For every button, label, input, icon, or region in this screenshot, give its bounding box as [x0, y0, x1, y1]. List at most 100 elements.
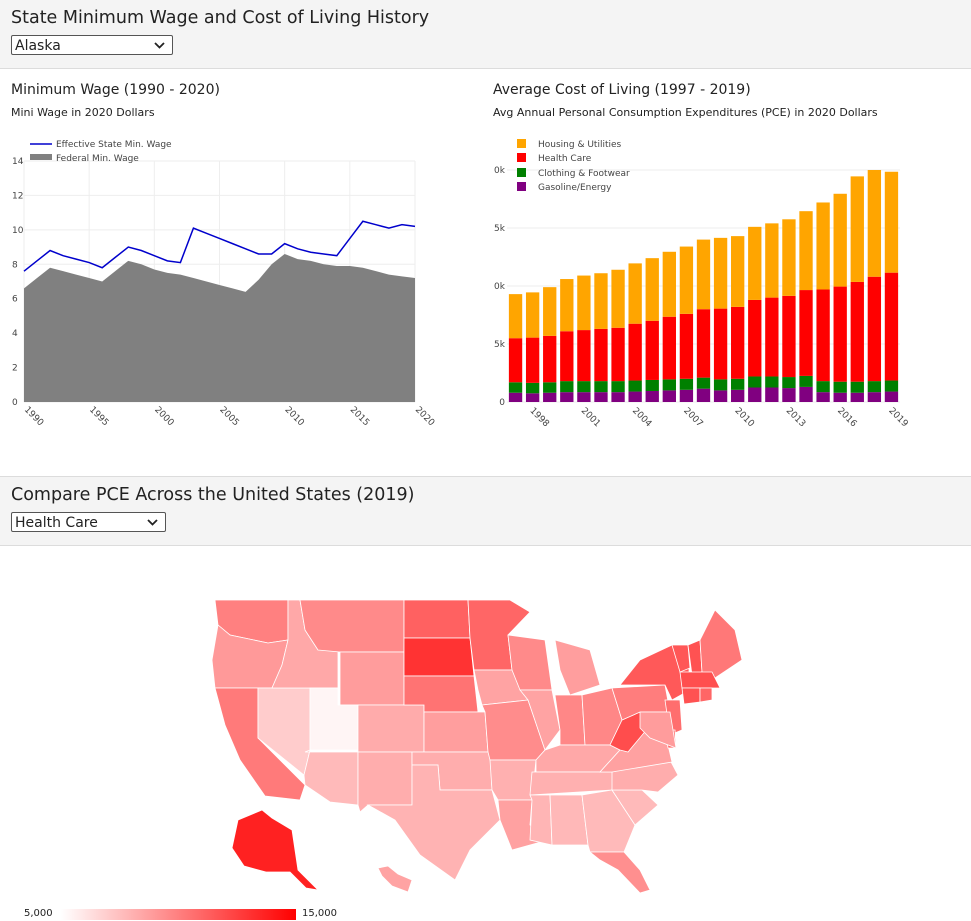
bar-segment	[713, 308, 728, 380]
bar-segment	[765, 297, 779, 377]
x-tick-label: 1990	[22, 405, 45, 428]
bar-segment	[816, 392, 830, 402]
min-wage-subtitle: Mini Wage in 2020 Dollars	[11, 106, 155, 119]
compare-title: Compare PCE Across the United States (20…	[11, 485, 415, 505]
bar-segment	[525, 382, 540, 394]
x-tick-label: 2007	[681, 406, 704, 429]
bar-segment	[731, 378, 745, 390]
legend-federal-label: Federal Min. Wage	[56, 154, 139, 164]
bar-segment	[833, 286, 847, 382]
x-tick-label: 2015	[348, 405, 371, 428]
legend-gasoline-swatch	[517, 182, 526, 191]
state-tx	[366, 764, 501, 881]
state-in	[554, 694, 586, 746]
bar-segment	[850, 392, 864, 402]
category-select[interactable]: Health Care	[11, 512, 166, 532]
bar-segment	[577, 330, 591, 382]
legend-clothing-swatch	[517, 168, 526, 177]
state-ak	[231, 809, 320, 891]
bar-segment	[850, 281, 864, 382]
y-tick-label: 0	[499, 398, 505, 408]
bar-segment	[799, 290, 813, 376]
bar-segment	[577, 392, 591, 402]
pce-chart: 0 5k 0k 5k 0k 1998 2001 2004 2007 2010 2013 2016 20…	[494, 139, 910, 430]
bar-segment	[782, 219, 796, 296]
bar-segment	[679, 246, 694, 314]
map-states	[211, 599, 743, 894]
state-wage-line	[23, 220, 416, 272]
bar-segment	[611, 381, 625, 393]
bar-segment	[543, 287, 557, 336]
pce-legend: Housing & Utilities Health Care Clothing…	[517, 139, 630, 193]
bar-segment	[508, 338, 523, 383]
y-tick-label: 10	[12, 226, 24, 236]
bar-segment	[867, 381, 882, 393]
bar-segment	[508, 382, 523, 393]
bar-segment	[816, 289, 830, 382]
bar-segment	[884, 380, 899, 392]
legend-housing-swatch	[517, 139, 526, 148]
bar-segment	[679, 313, 694, 379]
bar-segment	[731, 389, 745, 402]
state-sd	[403, 637, 475, 677]
x-tick-label: 2020	[413, 405, 436, 428]
bar-segment	[525, 292, 540, 338]
bar-segment	[611, 392, 625, 402]
bar-segment	[577, 275, 591, 331]
bar-segment	[782, 377, 796, 389]
state-il	[519, 689, 561, 751]
bar-segment	[731, 236, 745, 307]
legend-health-swatch	[517, 153, 526, 162]
state-ri	[699, 687, 713, 703]
bar-segment	[611, 327, 625, 382]
bar-segment	[765, 223, 779, 298]
y-tick-label: 12	[12, 191, 23, 201]
bar-segment	[594, 381, 608, 393]
bar-segment	[594, 392, 608, 402]
pce-subtitle: Avg Annual Personal Consumption Expendit…	[493, 106, 878, 119]
bar-segment	[594, 273, 608, 329]
state-ms	[529, 794, 553, 846]
y-tick-label: 6	[12, 295, 18, 305]
legend-federal-swatch	[30, 154, 52, 160]
x-tick-label: 2010	[283, 405, 306, 428]
state-mi	[554, 639, 601, 696]
chevron-down-icon	[147, 519, 158, 526]
bar-segment	[850, 381, 864, 393]
y-tick-label: 0	[12, 398, 18, 408]
state-md	[639, 711, 677, 749]
pce-x-axis: 1998 2001 2004 2007 2010 2013 2016 2019	[528, 406, 910, 429]
page-title: State Minimum Wage and Cost of Living Hi…	[11, 8, 430, 28]
bar-segment	[884, 272, 899, 381]
state-nh	[687, 639, 703, 676]
y-tick-label: 0k	[494, 282, 506, 292]
x-tick-label: 2000	[152, 405, 175, 428]
bar-segment	[662, 379, 676, 391]
bar-segment	[867, 276, 882, 382]
x-tick-label: 2005	[217, 405, 240, 428]
bar-segment	[628, 263, 642, 324]
bar-segment	[713, 390, 728, 402]
state-nm	[357, 751, 413, 813]
bar-segment	[525, 337, 540, 383]
bar-segment	[713, 379, 728, 391]
state-mt	[299, 599, 405, 653]
bar-segment	[833, 381, 847, 393]
x-tick-label: 2004	[630, 406, 653, 429]
bar-segment	[662, 251, 676, 317]
bar-segment	[696, 309, 711, 378]
state-ks	[423, 711, 489, 753]
min-wage-chart: 0 2 4 6 8 10 12 14 1990 1995 2000 2005 2010 2015 2020…	[12, 140, 436, 429]
bar-segment	[696, 377, 711, 389]
bar-segment	[560, 381, 574, 393]
state-select[interactable]: Alaska	[11, 35, 173, 55]
bar-segment	[628, 391, 642, 402]
legend-clothing-label: Clothing & Footwear	[538, 169, 630, 179]
legend-gasoline-label: Gasoline/Energy	[538, 183, 612, 193]
bar-segment	[748, 376, 762, 388]
state-me	[699, 609, 743, 681]
x-tick-label: 2013	[784, 406, 807, 429]
bar-segment	[645, 379, 659, 391]
bar-segment	[799, 375, 813, 387]
bar-segment	[748, 226, 762, 300]
